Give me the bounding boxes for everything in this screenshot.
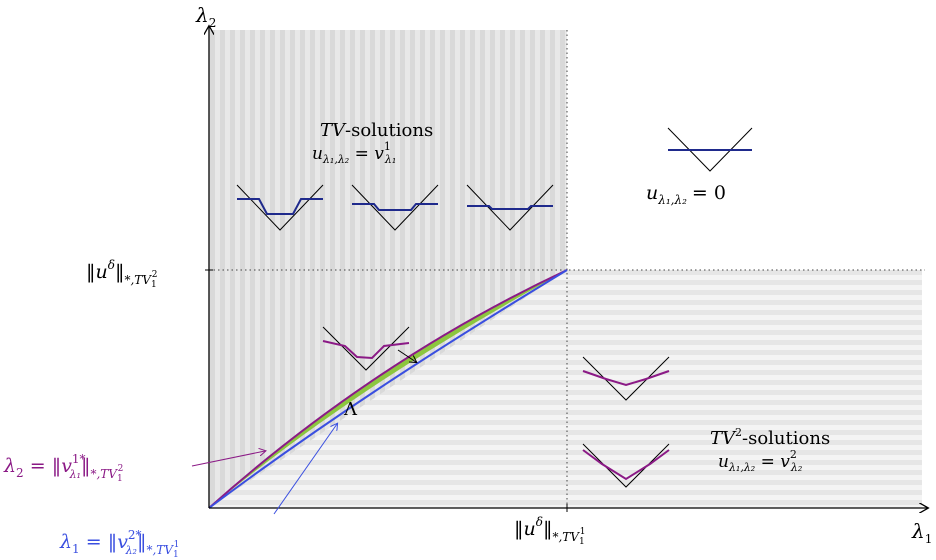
lambda-label: Λ <box>343 399 358 420</box>
upper-curve-label: λ2 = ‖v1* λ₁‖*,TV12 <box>3 452 123 484</box>
tv-equation: uλ₁,λ₂ = v1 λ₁ <box>312 140 396 166</box>
tv-title: TV-solutions <box>320 120 433 141</box>
zero-equation: uλ₁,λ₂ = 0 <box>646 182 726 207</box>
y-axis-label: λ2 <box>195 3 216 30</box>
upper-curve-pointer <box>191 451 265 467</box>
tv-example-1 <box>236 184 324 231</box>
tv2-equation: uλ₁,λ₂ = v2 λ₂ <box>718 448 802 474</box>
upper-curve <box>208 269 568 509</box>
lower-curve-label: λ1 = ‖v2* λ₂‖*,TV11 <box>59 528 179 560</box>
lower-curve-pointer <box>273 424 337 515</box>
zero-example <box>667 127 753 172</box>
tv-example-3 <box>466 184 554 231</box>
tv2-example-1 <box>582 356 670 401</box>
x-tick-label: ‖uδ‖*,TV11 <box>514 515 585 547</box>
tv-example-2 <box>351 184 439 231</box>
x-axis-label: λ1 <box>911 519 932 546</box>
tv2-region <box>567 270 922 508</box>
lambda-example <box>322 326 416 371</box>
tv2-lower-triangle <box>209 270 567 508</box>
tv2-example-2 <box>582 443 670 488</box>
tv2-title: TV2-solutions <box>710 426 830 449</box>
lower-curve <box>208 269 568 509</box>
y-tick-label: ‖uδ‖*,TV12 <box>86 258 157 290</box>
